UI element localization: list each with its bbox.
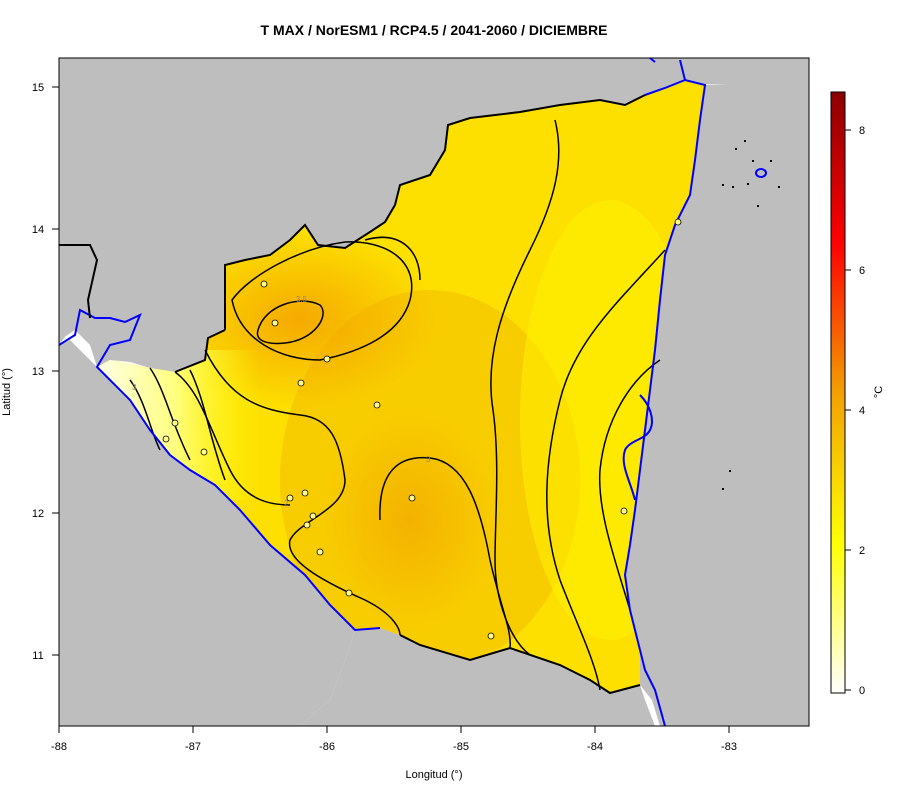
pacific-region <box>59 340 355 726</box>
station-marker <box>316 548 324 556</box>
costa-rica-landmass <box>300 628 655 726</box>
station-marker <box>200 448 208 456</box>
y-tick-label: 13 <box>32 366 44 378</box>
colorbar-tick: 4 <box>845 405 865 417</box>
colorbar-tick: 2 <box>845 545 865 557</box>
colorbar-tick: 8 <box>845 125 865 137</box>
contour-label: 3 <box>426 455 431 464</box>
y-tick-label: 14 <box>32 224 44 236</box>
x-tick-label: -84 <box>587 741 603 753</box>
y-tick: 13 <box>32 366 59 378</box>
map-panel: 3.5 3 2 3 <box>59 58 809 726</box>
x-tick: -88 <box>51 726 67 753</box>
plot-frame <box>58 57 810 727</box>
x-tick-label: -83 <box>721 741 737 753</box>
chart-title: T MAX / NorESM1 / RCP4.5 / 2041-2060 / D… <box>261 22 608 38</box>
caribbean-cays <box>722 140 780 490</box>
colorbar-tick-label: 4 <box>859 405 865 417</box>
y-tick-label: 12 <box>32 508 44 520</box>
contour-label: 3.5 <box>296 295 308 304</box>
colorbar-tick-label: 8 <box>859 125 865 137</box>
contour-lines <box>129 119 666 691</box>
colorbar-tick: 6 <box>845 265 865 277</box>
station-marker <box>260 280 268 288</box>
coastline <box>59 58 767 726</box>
station-marker <box>620 507 628 515</box>
x-axis-label: Longitud (°) <box>406 769 463 781</box>
x-tick-label: -88 <box>51 741 67 753</box>
x-tick: -87 <box>185 726 201 753</box>
y-tick: 15 <box>32 82 59 94</box>
y-tick: 14 <box>32 224 59 236</box>
x-tick: -85 <box>453 726 469 753</box>
y-axis-label: Latitud (°) <box>1 368 13 416</box>
x-tick: -84 <box>587 726 603 753</box>
x-tick: -86 <box>319 726 335 753</box>
station-marker <box>162 435 170 443</box>
station-marker <box>408 494 416 502</box>
station-marker <box>373 401 381 409</box>
x-tick-label: -86 <box>319 741 335 753</box>
station-marker <box>297 379 305 387</box>
station-marker <box>487 632 495 640</box>
colorbar-tick-label: 6 <box>859 265 865 277</box>
contour-label-group: 3.5 3 2 3 <box>132 295 431 508</box>
y-axis: 11 12 13 14 15 Latitud (°) <box>1 82 59 662</box>
x-tick: -83 <box>721 726 737 753</box>
x-axis: -88 -87 -86 -85 -84 -83 Longitud (°) <box>51 726 737 781</box>
y-tick: 12 <box>32 508 59 520</box>
colorbar-tick-label: 2 <box>859 545 865 557</box>
y-tick-label: 11 <box>32 650 43 662</box>
y-tick: 11 <box>32 650 59 662</box>
station-marker <box>271 319 279 327</box>
station-marker <box>323 355 331 363</box>
station-marker <box>286 494 294 502</box>
station-marker <box>303 521 311 529</box>
colorbar-tick-label: 0 <box>859 685 865 697</box>
colorbar-gradient <box>830 91 846 694</box>
contour-label: 2 <box>284 499 289 508</box>
border-lines <box>59 94 646 695</box>
station-markers <box>162 218 682 640</box>
y-tick-label: 15 <box>32 82 44 94</box>
x-tick-label: -85 <box>453 741 469 753</box>
station-marker <box>345 589 353 597</box>
colorbar-tick: 0 <box>845 685 865 697</box>
station-marker <box>309 512 317 520</box>
station-marker <box>674 218 682 226</box>
caribbean-region <box>625 85 809 726</box>
colorbar: 0 2 4 6 8 °C <box>830 91 885 697</box>
station-marker <box>301 489 309 497</box>
contour-label: 3 <box>132 383 137 392</box>
x-tick-label: -87 <box>185 741 201 753</box>
colorbar-unit-label: °C <box>873 386 885 398</box>
station-marker <box>171 419 179 427</box>
honduras-landmass <box>59 58 809 372</box>
western-landmass <box>59 240 97 345</box>
